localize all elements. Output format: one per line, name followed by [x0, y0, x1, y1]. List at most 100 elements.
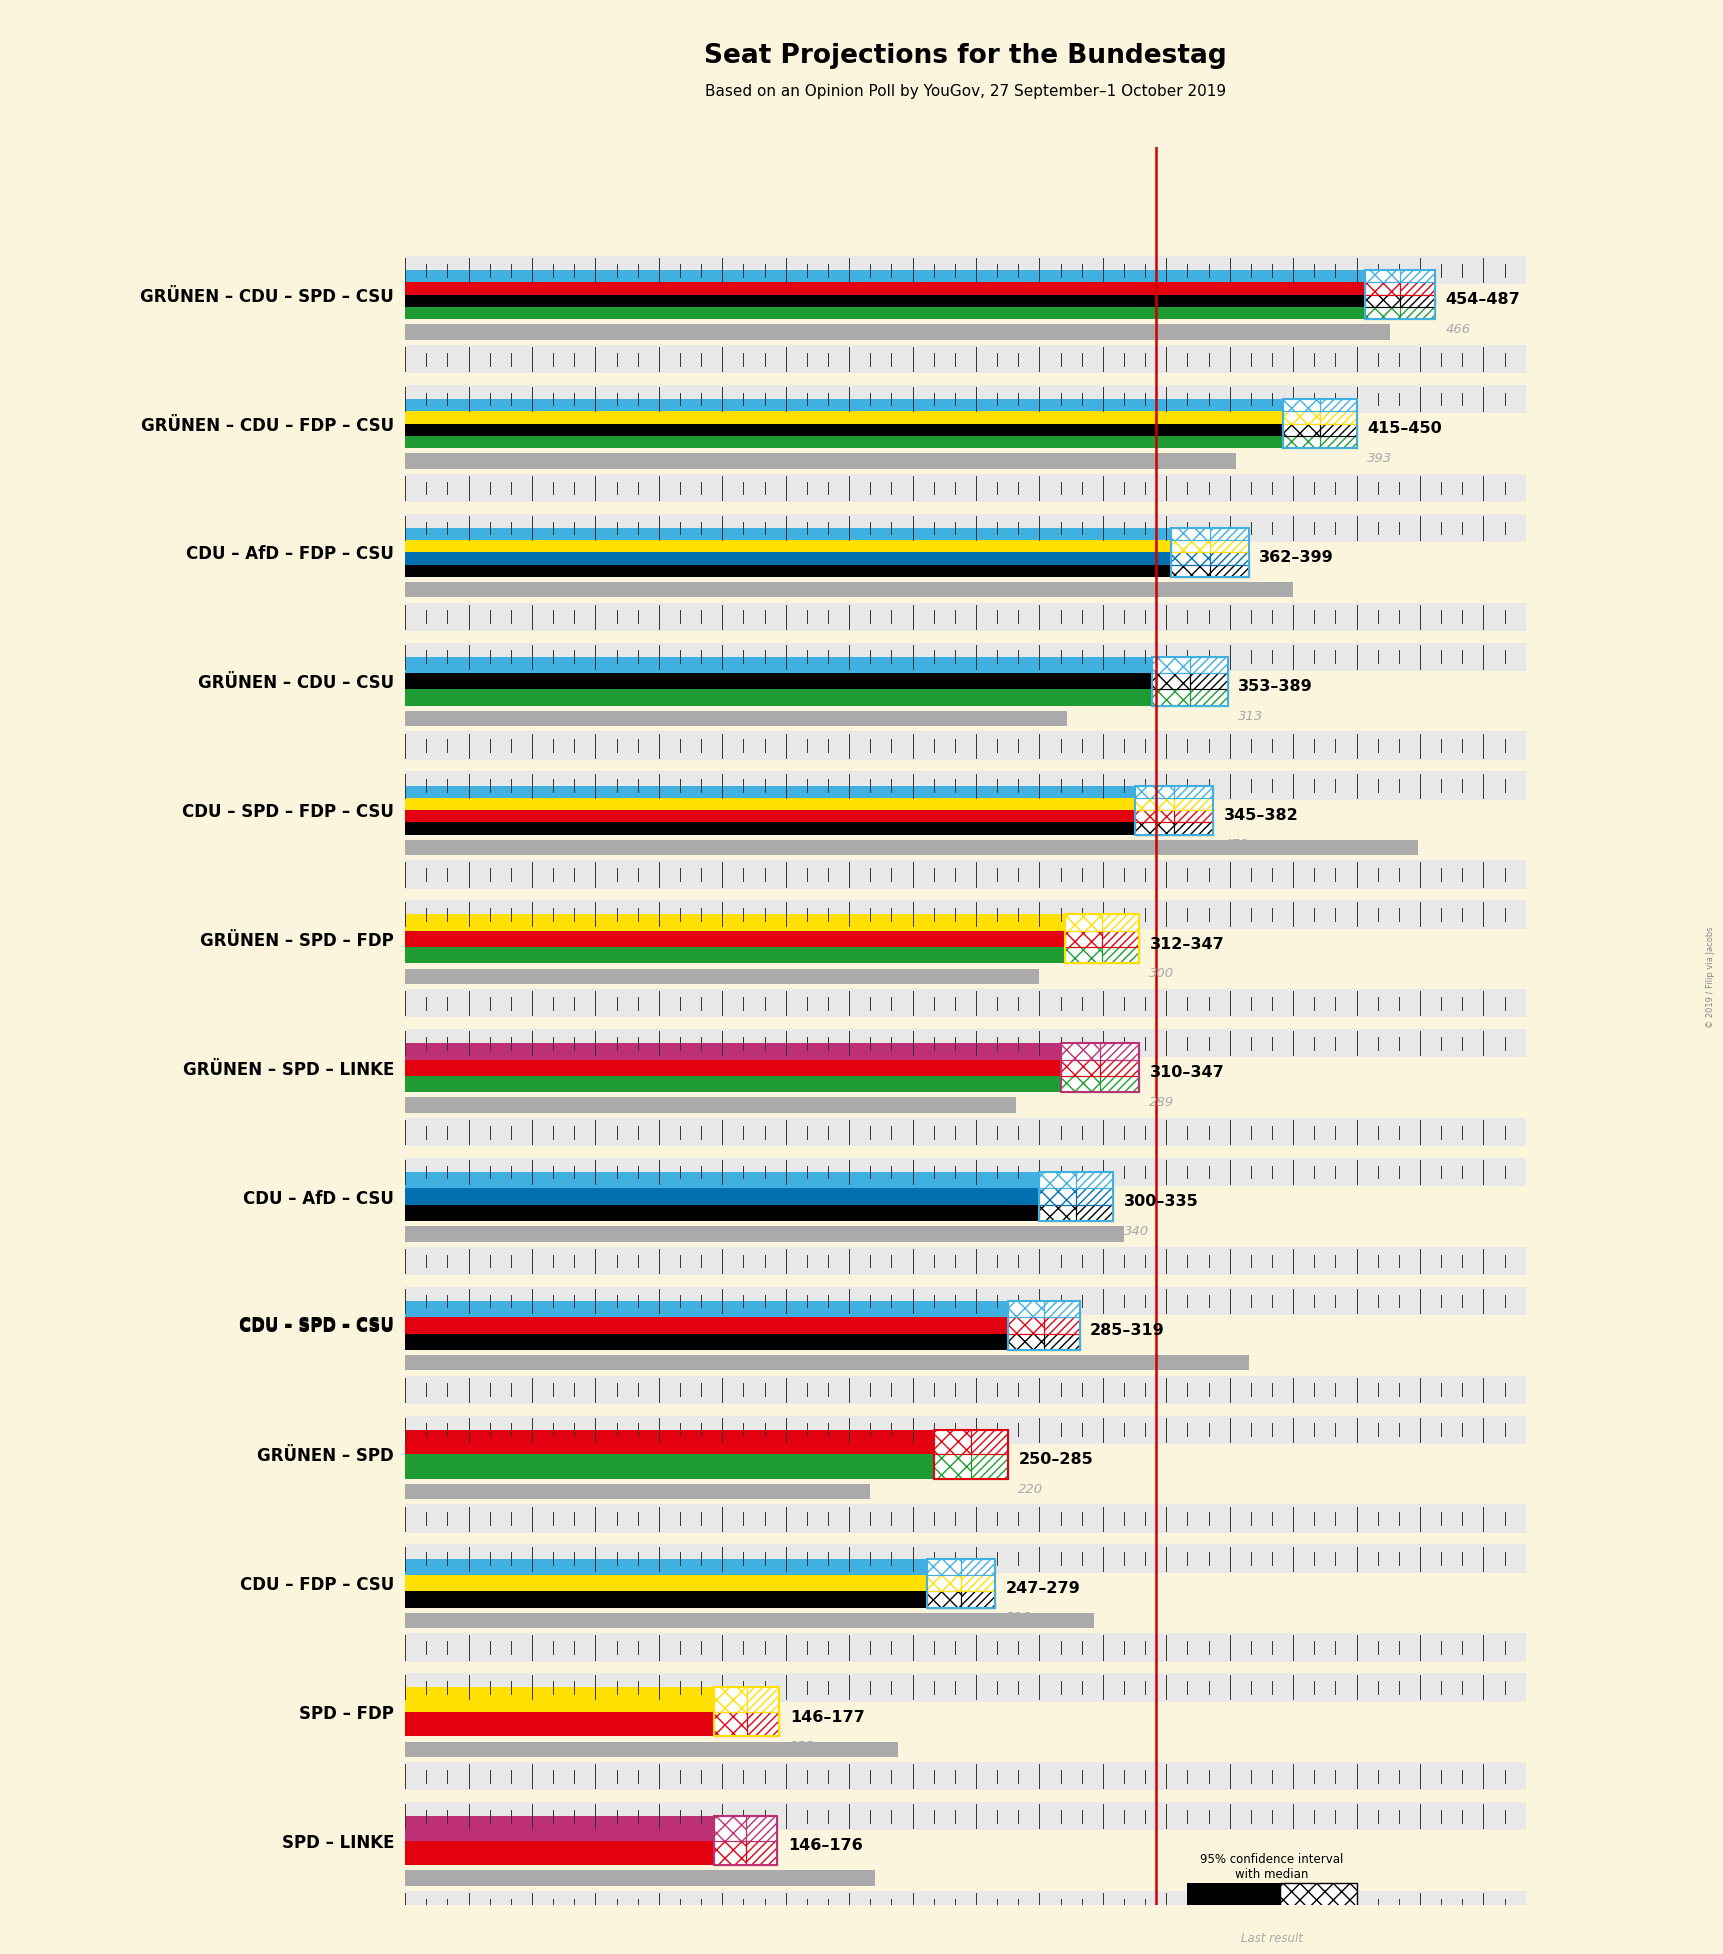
Bar: [1101, 930, 1139, 948]
Bar: [405, 256, 1525, 285]
Bar: [746, 1688, 779, 1712]
Bar: [1173, 786, 1211, 797]
Bar: [961, 1575, 994, 1591]
Text: 310–347: 310–347: [1149, 1065, 1223, 1081]
Bar: [1151, 672, 1227, 690]
Bar: [1134, 797, 1211, 811]
Text: 247–279: 247–279: [1005, 1581, 1080, 1596]
Bar: [1008, 1333, 1042, 1350]
Bar: [1170, 565, 1247, 576]
Bar: [1134, 823, 1173, 834]
Bar: [405, 786, 1134, 797]
Bar: [405, 1172, 1039, 1188]
Text: 220: 220: [1018, 1483, 1042, 1495]
Text: 415–450: 415–450: [1366, 422, 1440, 436]
Bar: [713, 1688, 779, 1712]
Bar: [405, 1891, 1525, 1919]
Text: CDU – SPD – CSU: CDU – SPD – CSU: [239, 1317, 395, 1335]
Bar: [744, 1817, 777, 1841]
Bar: [405, 860, 1525, 889]
Bar: [1187, 1864, 1356, 1931]
Bar: [1365, 270, 1434, 319]
Bar: [1151, 690, 1227, 705]
Bar: [405, 324, 1390, 340]
Text: 300: 300: [1149, 967, 1173, 981]
Bar: [1170, 539, 1247, 553]
Bar: [1365, 295, 1434, 307]
Bar: [1210, 565, 1247, 576]
Bar: [405, 1098, 1015, 1114]
Bar: [405, 346, 1525, 373]
Bar: [405, 772, 1525, 799]
Bar: [1008, 1301, 1079, 1317]
Bar: [405, 1559, 927, 1575]
Text: 222: 222: [787, 1870, 813, 1882]
Bar: [405, 1059, 1060, 1077]
Bar: [927, 1559, 961, 1575]
Bar: [405, 1301, 1008, 1317]
Bar: [1365, 283, 1399, 295]
Bar: [405, 672, 1151, 690]
Bar: [405, 1612, 1094, 1628]
Bar: [1134, 797, 1173, 811]
Bar: [1039, 1206, 1075, 1221]
Bar: [405, 473, 1525, 502]
Bar: [1399, 307, 1434, 319]
Bar: [1008, 1317, 1079, 1333]
Bar: [1189, 657, 1227, 672]
Bar: [405, 1227, 1123, 1241]
Bar: [1060, 1077, 1139, 1092]
Bar: [405, 270, 1365, 283]
Bar: [405, 565, 1170, 576]
Bar: [1280, 1884, 1356, 1911]
Bar: [713, 1841, 777, 1866]
Text: 285–319: 285–319: [1089, 1323, 1165, 1338]
Bar: [1282, 436, 1356, 447]
Bar: [934, 1430, 1008, 1479]
Bar: [405, 1870, 874, 1886]
Bar: [1060, 1077, 1099, 1092]
Text: 340: 340: [1123, 1225, 1149, 1239]
Bar: [405, 399, 1282, 410]
Bar: [934, 1454, 1008, 1479]
Bar: [405, 1544, 1525, 1573]
Bar: [744, 1841, 777, 1866]
Bar: [405, 385, 1525, 412]
Text: 466: 466: [1444, 322, 1470, 336]
Bar: [1065, 914, 1101, 930]
Bar: [1101, 948, 1139, 963]
Bar: [970, 1430, 1008, 1454]
Bar: [1151, 690, 1189, 705]
Bar: [405, 1454, 934, 1479]
Bar: [1210, 528, 1247, 539]
Text: 146–177: 146–177: [789, 1710, 865, 1725]
Text: 479: 479: [1223, 838, 1247, 852]
Bar: [1134, 786, 1211, 797]
Bar: [405, 657, 1151, 672]
Bar: [1170, 553, 1247, 565]
Text: 393: 393: [1366, 451, 1392, 465]
Bar: [1365, 283, 1434, 295]
Bar: [405, 436, 1282, 447]
Bar: [405, 410, 1282, 424]
Bar: [405, 295, 1365, 307]
Bar: [1060, 1043, 1139, 1059]
Bar: [934, 1430, 1008, 1454]
Bar: [1099, 1077, 1139, 1092]
Bar: [1318, 399, 1356, 410]
Bar: [1008, 1333, 1079, 1350]
Bar: [405, 1430, 934, 1454]
Bar: [1060, 1059, 1099, 1077]
Bar: [1173, 823, 1211, 834]
Bar: [1170, 528, 1247, 576]
Bar: [1065, 914, 1139, 963]
Bar: [405, 514, 1525, 541]
Bar: [1189, 690, 1227, 705]
Bar: [1151, 657, 1227, 672]
Bar: [405, 1575, 927, 1591]
Text: Seat Projections for the Bundestag: Seat Projections for the Bundestag: [703, 43, 1227, 68]
Bar: [1065, 930, 1101, 948]
Bar: [1008, 1301, 1079, 1350]
Bar: [1318, 436, 1356, 447]
Bar: [1318, 424, 1356, 436]
